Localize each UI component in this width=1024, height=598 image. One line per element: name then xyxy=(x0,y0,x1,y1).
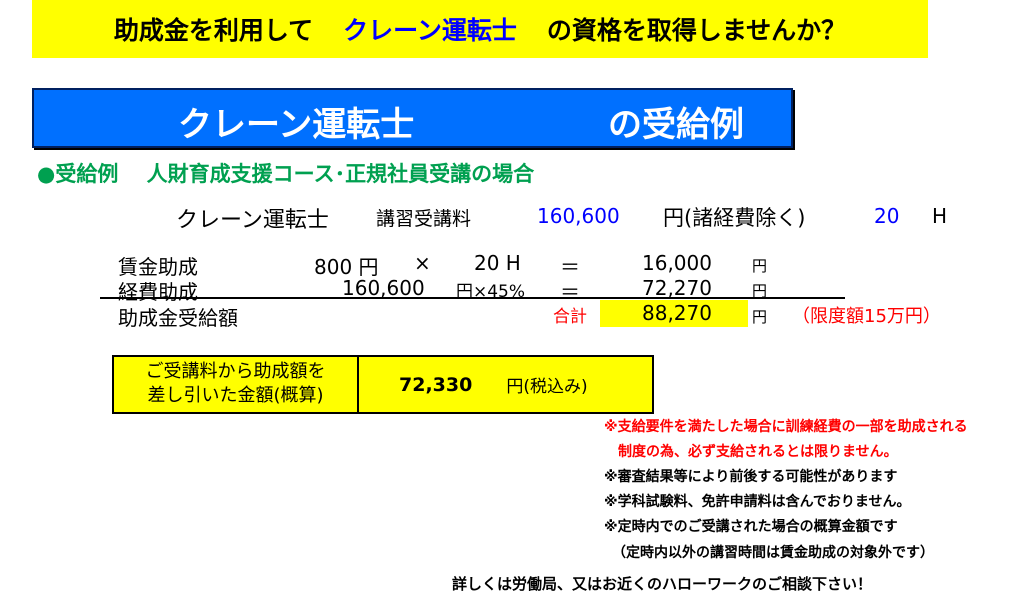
note-6: （定時内以外の講習時間は賃金助成の対象外です） xyxy=(612,545,934,561)
note-3: ※審査結果等により前後する可能性があります xyxy=(604,469,898,485)
net-value-cell: 72,330 円(税込み) xyxy=(359,357,652,412)
total-label: 助成金受給額 xyxy=(118,306,238,330)
note-1: ※支給要件を満たした場合に訓練経費の一部を助成される xyxy=(604,419,968,435)
footer-contact: 詳しくは労働局、又はお近くのハローワークのご相談下さい！ xyxy=(452,575,873,593)
row-wage-unit: 円 xyxy=(752,257,768,275)
row-wage-op: × xyxy=(414,251,431,275)
fee-hours-unit: H xyxy=(932,204,948,228)
fee-amount: 160,600 xyxy=(537,204,620,228)
total-unit: 円 xyxy=(752,308,768,326)
fee-course: クレーン運転士 xyxy=(176,208,329,233)
row-cost-base: 160,600 xyxy=(342,276,425,300)
total-sum-label: 合計 xyxy=(553,307,587,327)
row-cost-unit: 円 xyxy=(752,282,768,300)
total-limit: （限度額15万円） xyxy=(792,306,941,327)
total-highlight xyxy=(600,300,748,327)
net-unit: 円(税込み) xyxy=(506,377,588,397)
note-5: ※定時内でのご受講された場合の概算金額です xyxy=(604,519,898,535)
fee-hours: 20 xyxy=(874,204,900,228)
title-suffix: の受給例 xyxy=(608,105,744,145)
top-banner: 助成金を利用して クレーン運転士 の資格を取得しませんか？ xyxy=(32,0,928,58)
row-cost-label: 経費助成 xyxy=(118,280,198,304)
net-value: 72,330 xyxy=(399,373,473,396)
net-label-line1: ご受講料から助成額を xyxy=(145,361,326,382)
row-wage-label: 賃金助成 xyxy=(118,255,198,279)
net-amount-box: ご受講料から助成額を 差し引いた金額(概算) 72,330 円(税込み) xyxy=(112,355,654,414)
net-label: ご受講料から助成額を 差し引いた金額(概算) xyxy=(114,357,359,412)
sum-divider xyxy=(100,297,845,299)
section-heading: ●受給例 人財育成支援コース･正規社員受講の場合 xyxy=(37,162,535,186)
banner-post: の資格を取得しませんか？ xyxy=(546,16,847,45)
note-4: ※学科試験料、免許申請料は含んでおりません。 xyxy=(604,494,911,510)
row-cost-eq: ＝ xyxy=(560,280,580,304)
title-course: クレーン運転士 xyxy=(178,105,415,145)
row-wage-hours: 20 H xyxy=(474,251,521,275)
row-wage-eq: ＝ xyxy=(560,255,580,279)
banner-pre: 助成金を利用して xyxy=(113,16,314,45)
note-2: 制度の為、必ず支給されるとは限りません。 xyxy=(604,444,898,460)
banner-highlight: クレーン運転士 xyxy=(343,16,517,45)
fee-unit: 円(諸経費除く) xyxy=(663,206,806,230)
fee-label: 講習受講料 xyxy=(376,208,472,230)
row-wage-value: 16,000 xyxy=(642,251,712,275)
title-box: クレーン運転士 の受給例 xyxy=(32,88,793,148)
net-label-line2: 差し引いた金額(概算) xyxy=(147,385,324,406)
total-value: 88,270 xyxy=(642,301,712,325)
row-wage-rate: 800 円 xyxy=(314,255,379,279)
row-cost-value: 72,270 xyxy=(642,276,712,300)
